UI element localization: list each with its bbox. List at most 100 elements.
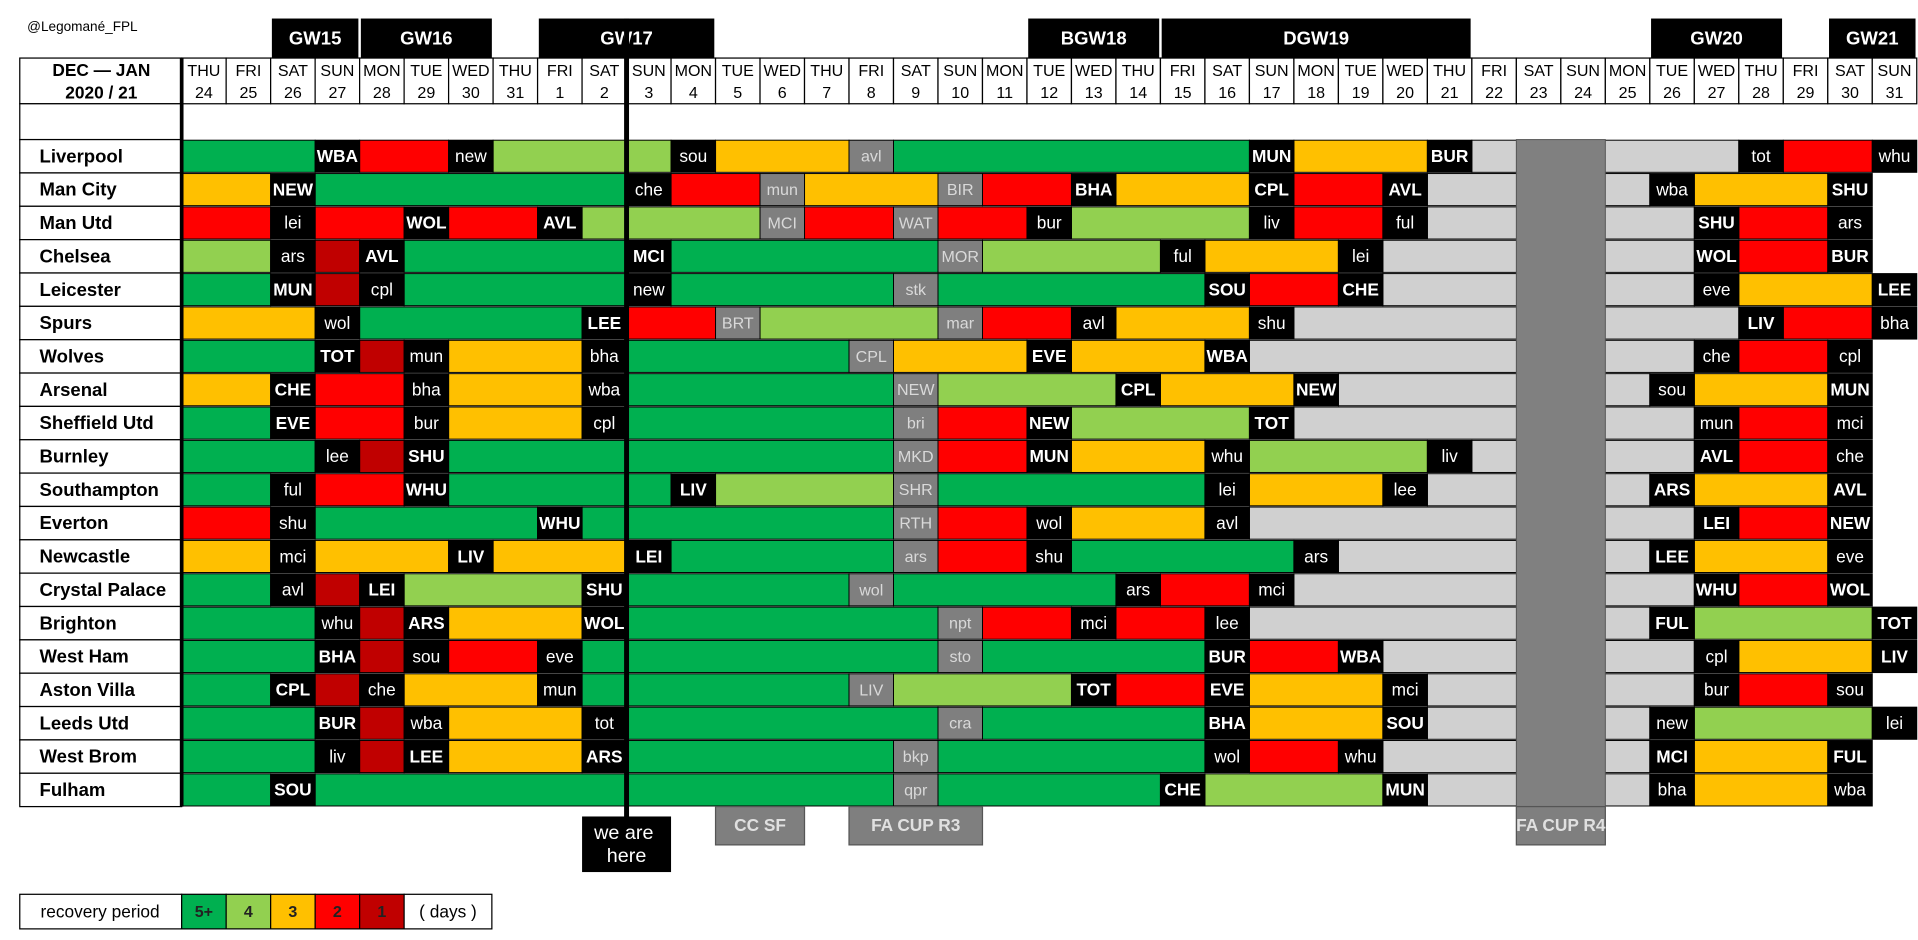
fixture-cell xyxy=(314,639,361,674)
day-date: 27 xyxy=(1708,84,1726,102)
day-name: FRI xyxy=(1793,62,1819,80)
fixture-opponent: SHU xyxy=(1698,213,1735,233)
team-cell xyxy=(19,172,183,207)
day-date: 2 xyxy=(600,84,609,102)
day-date: 16 xyxy=(1218,84,1236,102)
fixture-cell xyxy=(270,239,316,273)
recovery-bar xyxy=(1248,639,1339,674)
day-date: 19 xyxy=(1352,84,1370,102)
team-cell xyxy=(19,605,183,641)
day-date: 28 xyxy=(1752,84,1770,102)
credit: @Legomané_FPL xyxy=(27,19,138,34)
day-name: THU xyxy=(1433,62,1466,80)
fixture-cell xyxy=(893,273,939,307)
fixture-opponent: sou xyxy=(1836,680,1864,700)
fixture-opponent: whu xyxy=(1210,446,1243,466)
fixture-cell xyxy=(1827,206,1873,240)
recovery-bar xyxy=(981,639,1206,674)
fixture-opponent: MUN xyxy=(273,279,312,299)
recovery-bar xyxy=(181,606,316,640)
recovery-bar xyxy=(1738,406,1829,440)
fixture-opponent: new xyxy=(455,146,487,166)
day-date: 14 xyxy=(1129,84,1147,102)
fixture-opponent: NEW xyxy=(897,381,935,399)
fixture-opponent: BUR xyxy=(319,713,357,733)
fixture-opponent: FUL xyxy=(1655,613,1689,633)
fixture-cell xyxy=(270,773,316,807)
fixture-cell xyxy=(1248,173,1295,207)
fixture-opponent: WBA xyxy=(1340,646,1382,666)
team-name: Wolves xyxy=(40,345,105,366)
team-cell xyxy=(19,772,183,808)
recovery-bar xyxy=(1248,273,1339,307)
fixture-opponent: bkp xyxy=(903,748,929,766)
recovery-bar xyxy=(359,339,405,373)
cup-round-box xyxy=(848,805,984,846)
fixture-opponent: NEW xyxy=(1830,513,1871,533)
fixture-cell xyxy=(1115,573,1161,607)
fixture-cell xyxy=(1337,740,1384,774)
fixture-opponent: NEW xyxy=(1296,380,1337,400)
fixture-cell xyxy=(270,206,316,240)
fixture-opponent: MUN xyxy=(1830,380,1869,400)
recovery-bar xyxy=(626,306,717,340)
recovery-bar xyxy=(181,206,272,240)
fixture-cell xyxy=(1248,573,1295,607)
day-name: WED xyxy=(1075,62,1112,80)
label-line: we are xyxy=(593,822,659,844)
fixture-cell xyxy=(1426,439,1473,473)
legend-title-box xyxy=(19,893,183,930)
fixture-opponent: ARS xyxy=(1654,480,1691,500)
legend-title: recovery period xyxy=(41,901,160,921)
day-name: TUE xyxy=(1033,62,1065,80)
fixture-cell xyxy=(1827,339,1873,373)
day-name: MON xyxy=(675,62,712,80)
fixture-cell xyxy=(1693,339,1740,373)
fixture-opponent: AVL xyxy=(365,246,399,266)
recovery-bar xyxy=(314,206,405,240)
fixture-cell xyxy=(1026,506,1072,540)
day-name: FRI xyxy=(1481,62,1507,80)
fixture-opponent: MUN xyxy=(1385,780,1424,800)
recovery-bar xyxy=(448,339,583,373)
day-date: 5 xyxy=(733,84,742,102)
fixture-cell xyxy=(1293,373,1339,407)
fixture-opponent: BHA xyxy=(319,646,357,666)
fixture-cell xyxy=(1738,139,1784,173)
day-cell xyxy=(625,57,672,105)
fixture-cell xyxy=(1649,173,1695,207)
fixture-opponent: TOT xyxy=(1877,613,1912,633)
recovery-bar xyxy=(1248,473,1384,507)
fixture-opponent: LIV xyxy=(1748,313,1775,333)
fixture-cell xyxy=(1382,206,1428,240)
day-cell xyxy=(1604,57,1651,105)
fixture-opponent: MCI xyxy=(1656,746,1688,766)
recovery-bar xyxy=(359,706,405,740)
day-date: 25 xyxy=(1619,84,1637,102)
recovery-bar xyxy=(1248,706,1384,740)
fixture-cell xyxy=(1204,706,1250,740)
fixture-opponent: shu xyxy=(1035,546,1063,566)
fixture-opponent: LIV xyxy=(859,681,883,699)
day-cell xyxy=(1693,57,1740,105)
day-date: 31 xyxy=(1886,84,1904,102)
fixture-cell xyxy=(1693,573,1740,607)
period-line: DEC — JAN xyxy=(52,60,150,80)
recovery-bar xyxy=(1693,539,1829,574)
recovery-bar xyxy=(937,740,1206,774)
fixture-cell xyxy=(848,139,894,173)
label-line: here xyxy=(607,845,647,867)
day-name: WED xyxy=(452,62,489,80)
fixture-opponent: mci xyxy=(279,546,306,566)
fixture-cell xyxy=(715,306,761,340)
fixture-opponent: ars xyxy=(281,246,305,266)
fixture-opponent: SOU xyxy=(274,780,311,800)
fixture-cell xyxy=(1827,773,1873,807)
recovery-bar xyxy=(626,573,850,607)
cup-round-label: FA CUP R4 xyxy=(1516,815,1606,835)
recovery-bar xyxy=(1293,573,1695,607)
recovery-bar xyxy=(181,439,316,473)
day-name: SUN xyxy=(943,62,977,80)
legend-swatch xyxy=(270,893,316,930)
